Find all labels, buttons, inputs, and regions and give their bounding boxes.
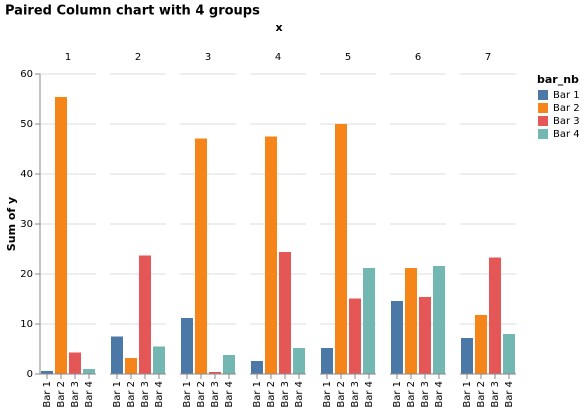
chart-title: Paired Column chart with 4 groups — [5, 4, 260, 19]
x-tick-label: Bar 1 — [252, 381, 263, 408]
bar — [363, 268, 375, 374]
bar — [489, 257, 501, 374]
column-title: x — [275, 21, 282, 34]
y-tick-label: 0 — [27, 369, 33, 380]
x-tick-label: Bar 1 — [42, 381, 53, 408]
y-tick-label: 30 — [20, 219, 33, 230]
column-label: 1 — [65, 52, 71, 63]
x-tick-label: Bar 3 — [490, 381, 501, 408]
x-tick-label: Bar 2 — [56, 381, 67, 408]
legend-label: Bar 4 — [553, 129, 580, 140]
bar — [139, 255, 151, 374]
bar — [69, 352, 81, 374]
bar — [111, 336, 123, 374]
bar — [461, 338, 473, 374]
bar — [195, 138, 207, 374]
column-label: 2 — [135, 52, 141, 63]
x-tick-label: Bar 4 — [504, 381, 515, 408]
y-tick-label: 60 — [20, 69, 33, 80]
x-tick-label: Bar 1 — [392, 381, 403, 408]
y-axis-title: Sum of y — [5, 197, 18, 251]
x-tick-label: Bar 3 — [70, 381, 81, 408]
x-tick-label: Bar 2 — [266, 381, 277, 408]
bar — [41, 371, 53, 374]
x-tick-label: Bar 4 — [364, 381, 375, 408]
bar — [209, 372, 221, 374]
legend-swatch — [538, 116, 548, 126]
bar — [125, 358, 137, 374]
bar — [391, 301, 403, 374]
legend-swatch — [538, 129, 548, 139]
x-tick-label: Bar 3 — [280, 381, 291, 408]
legend-label: Bar 1 — [553, 90, 580, 101]
x-tick-label: Bar 3 — [420, 381, 431, 408]
bar — [153, 346, 165, 374]
y-tick-label: 50 — [20, 119, 33, 130]
bar — [55, 97, 67, 374]
column-label: 4 — [275, 52, 281, 63]
bar — [293, 348, 305, 374]
x-tick-label: Bar 1 — [182, 381, 193, 408]
x-tick-label: Bar 1 — [322, 381, 333, 408]
legend-swatch — [538, 103, 548, 113]
legend-swatch — [538, 90, 548, 100]
bar — [335, 124, 347, 374]
x-tick-label: Bar 4 — [434, 381, 445, 408]
bar — [279, 252, 291, 374]
x-tick-label: Bar 2 — [126, 381, 137, 408]
bar — [405, 268, 417, 374]
bar — [83, 369, 95, 374]
x-tick-label: Bar 4 — [294, 381, 305, 408]
x-tick-label: Bar 2 — [476, 381, 487, 408]
column-label: 3 — [205, 52, 211, 63]
x-tick-label: Bar 2 — [406, 381, 417, 408]
x-tick-label: Bar 2 — [336, 381, 347, 408]
x-tick-label: Bar 3 — [350, 381, 361, 408]
column-label: 5 — [345, 52, 351, 63]
x-tick-label: Bar 4 — [84, 381, 95, 408]
y-tick-label: 20 — [20, 269, 33, 280]
bar — [265, 136, 277, 374]
bar — [475, 315, 487, 374]
column-label: 7 — [485, 52, 491, 63]
x-tick-label: Bar 1 — [462, 381, 473, 408]
legend-label: Bar 3 — [553, 116, 580, 127]
x-tick-label: Bar 2 — [196, 381, 207, 408]
bar — [503, 334, 515, 374]
bar — [349, 298, 361, 374]
bar — [433, 266, 445, 374]
y-tick-label: 10 — [20, 319, 33, 330]
legend-title: bar_nb — [537, 73, 579, 86]
bar — [419, 297, 431, 374]
x-tick-label: Bar 1 — [112, 381, 123, 408]
legend-label: Bar 2 — [553, 103, 580, 114]
bar — [181, 318, 193, 374]
x-tick-label: Bar 3 — [210, 381, 221, 408]
x-tick-label: Bar 3 — [140, 381, 151, 408]
bar — [321, 348, 333, 374]
x-tick-label: Bar 4 — [224, 381, 235, 408]
column-label: 6 — [415, 52, 421, 63]
y-tick-label: 40 — [20, 169, 33, 180]
bar — [251, 361, 263, 374]
bar — [223, 355, 235, 374]
x-tick-label: Bar 4 — [154, 381, 165, 408]
